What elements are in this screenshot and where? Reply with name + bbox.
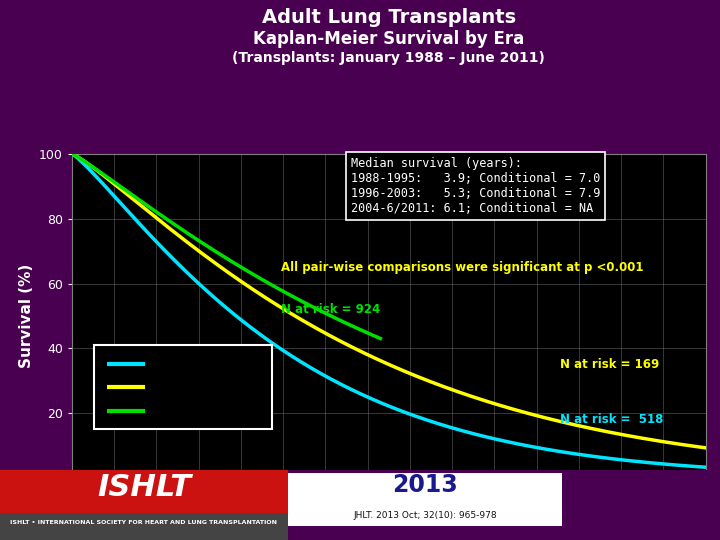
FancyBboxPatch shape xyxy=(94,345,271,429)
Text: Adult Lung Transplants: Adult Lung Transplants xyxy=(262,8,516,27)
Text: JHLT. 2013 Oct; 32(10): 965-978: JHLT. 2013 Oct; 32(10): 965-978 xyxy=(353,510,497,519)
FancyBboxPatch shape xyxy=(288,473,562,526)
X-axis label: Years: Years xyxy=(365,505,413,521)
Text: (Transplants: January 1988 – June 2011): (Transplants: January 1988 – June 2011) xyxy=(233,51,545,65)
Text: Median survival (years):
1988-1995:   3.9; Conditional = 7.0
1996-2003:   5.3; C: Median survival (years): 1988-1995: 3.9;… xyxy=(351,157,600,215)
FancyBboxPatch shape xyxy=(0,514,288,540)
Text: ISHLT: ISHLT xyxy=(97,473,191,502)
Text: 2013: 2013 xyxy=(392,473,458,497)
Y-axis label: Survival (%): Survival (%) xyxy=(19,264,34,368)
FancyBboxPatch shape xyxy=(0,470,720,540)
Text: All pair-wise comparisons were significant at p <0.001: All pair-wise comparisons were significa… xyxy=(281,261,644,274)
Text: N at risk = 924: N at risk = 924 xyxy=(281,303,380,316)
Text: N at risk =  518: N at risk = 518 xyxy=(560,413,663,426)
FancyBboxPatch shape xyxy=(0,470,288,540)
Text: N at risk = 169: N at risk = 169 xyxy=(560,358,659,371)
Text: ISHLT • INTERNATIONAL SOCIETY FOR HEART AND LUNG TRANSPLANTATION: ISHLT • INTERNATIONAL SOCIETY FOR HEART … xyxy=(11,521,277,525)
Text: Kaplan-Meier Survival by Era: Kaplan-Meier Survival by Era xyxy=(253,30,524,48)
